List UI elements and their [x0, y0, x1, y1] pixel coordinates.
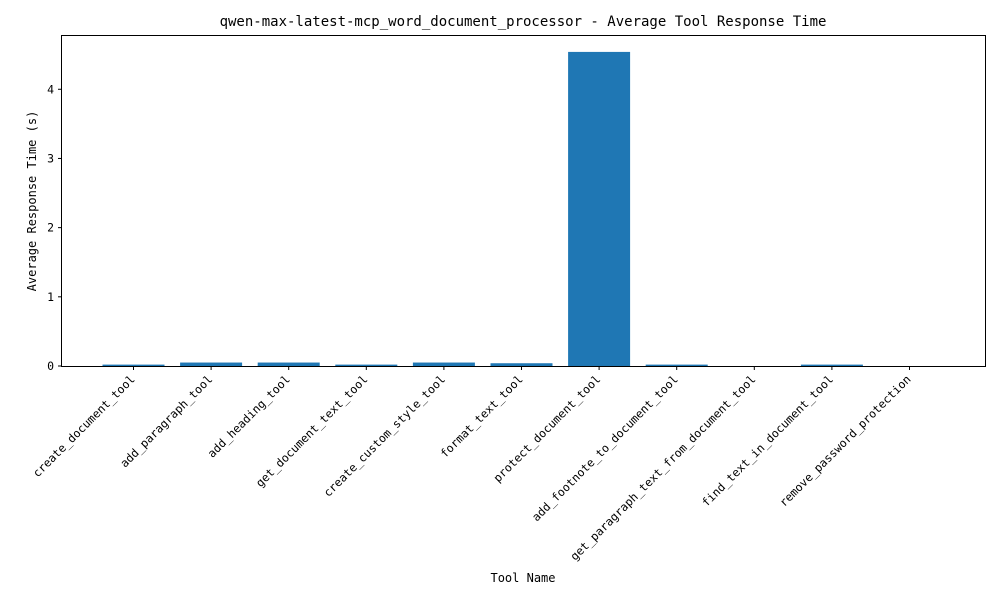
bar-add-paragraph-tool: [180, 362, 243, 366]
bar-get-document-text-tool: [335, 364, 398, 366]
y-tick-label: 2: [47, 221, 54, 235]
x-tick-label: find_text_in_document_tool: [699, 372, 836, 509]
x-tick-label: format_text_tool: [437, 372, 525, 460]
bar-add-footnote-to-document-tool: [645, 364, 708, 366]
bar-find-text-in-document-tool: [800, 364, 863, 366]
chart-title: qwen-max-latest-mcp_word_document_proces…: [220, 14, 827, 30]
y-tick-label: 4: [47, 82, 54, 96]
y-axis-label: Average Response Time (s): [25, 111, 39, 292]
bar-add-heading-tool: [257, 362, 320, 366]
x-tick-label: add_footnote_to_document_tool: [529, 372, 681, 524]
y-tick-label: 3: [47, 151, 54, 165]
bar-create-document-tool: [102, 364, 165, 366]
plot-area-frame: [61, 35, 986, 367]
x-tick-label: remove_password_protection: [776, 372, 913, 509]
bar-create-custom-style-tool: [412, 362, 475, 366]
x-axis-label: Tool Name: [490, 571, 555, 585]
bar-format-text-tool: [490, 363, 553, 366]
bars: [102, 51, 863, 366]
x-axis-ticks: create_document_tooladd_paragraph_toolad…: [30, 366, 914, 563]
x-tick-label: add_heading_tool: [205, 372, 293, 460]
y-tick-label: 0: [47, 359, 54, 373]
y-axis-ticks: 0 1 2 3 4: [47, 82, 62, 373]
y-tick-label: 1: [47, 290, 54, 304]
bar-protect-document-tool: [568, 51, 631, 366]
x-tick-label: create_custom_style_tool: [321, 372, 448, 499]
